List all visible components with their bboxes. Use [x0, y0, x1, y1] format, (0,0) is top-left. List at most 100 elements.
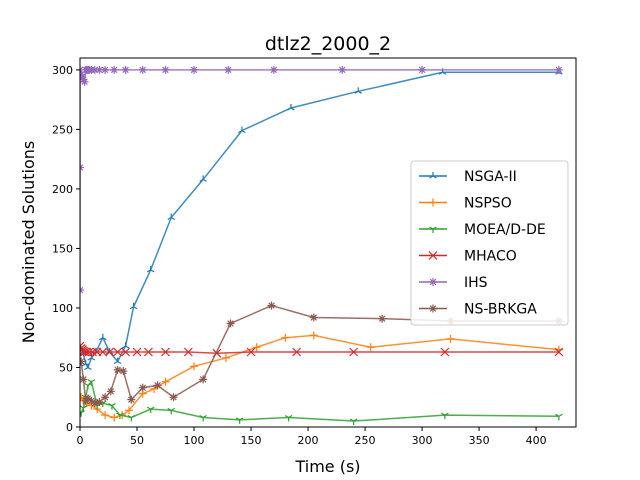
data-point	[555, 413, 563, 421]
data-point	[101, 411, 110, 420]
x-tick-label: 400	[526, 434, 547, 447]
legend-item: MOEA/D-DE	[419, 222, 546, 238]
data-point	[80, 163, 84, 172]
data-point	[119, 367, 128, 376]
data-point	[105, 347, 115, 357]
data-point	[169, 393, 178, 402]
series-ihs	[80, 65, 563, 295]
data-point	[199, 175, 207, 182]
data-point	[153, 381, 162, 390]
data-point	[429, 226, 437, 233]
x-tick-label: 100	[184, 434, 205, 447]
x-tick-label: 300	[412, 434, 433, 447]
x-tick-label: 0	[77, 434, 84, 447]
data-point	[190, 362, 199, 371]
data-point	[252, 343, 261, 352]
data-point	[98, 347, 108, 357]
data-point	[84, 347, 94, 357]
data-point	[284, 414, 293, 422]
data-point	[87, 379, 96, 386]
legend-item: MHACO	[419, 249, 517, 265]
data-point	[80, 77, 89, 86]
legend: NSGA-II NSPSO MOEA/D-DE MHACO IHS NS-BRKGA	[410, 160, 569, 326]
data-point	[349, 418, 358, 426]
data-point	[125, 406, 134, 415]
data-point	[429, 172, 437, 179]
data-point	[190, 65, 199, 74]
data-point	[99, 333, 107, 341]
legend-item: NSGA-II	[419, 169, 517, 185]
data-point	[199, 414, 207, 422]
data-point	[129, 302, 138, 310]
data-point	[226, 319, 235, 328]
data-point	[161, 377, 170, 386]
chart-title: dtlz2_2000_2	[265, 33, 391, 55]
data-point	[554, 65, 563, 74]
data-point	[418, 65, 427, 74]
data-point	[309, 331, 318, 340]
data-point	[428, 251, 438, 260]
data-point	[349, 347, 359, 357]
y-tick-label: 0	[66, 421, 73, 434]
data-point	[138, 65, 147, 74]
data-point	[167, 407, 175, 415]
y-tick-label: 50	[59, 361, 73, 374]
series-mhaco	[80, 341, 564, 358]
data-point	[235, 417, 244, 424]
data-point	[287, 103, 295, 111]
data-point	[110, 65, 119, 74]
y-tick-label: 250	[52, 123, 73, 136]
x-tick-label: 250	[355, 434, 376, 447]
legend-item: NSPSO	[419, 196, 512, 212]
data-point	[132, 347, 142, 357]
data-point	[113, 347, 123, 357]
data-point	[378, 314, 387, 323]
legend-item: IHS	[419, 275, 488, 291]
data-point	[84, 363, 92, 371]
legend-item: NS-BRKGA	[419, 302, 537, 318]
data-point	[224, 65, 233, 74]
data-point	[221, 353, 230, 362]
data-point	[80, 375, 88, 384]
legend-label: MOEA/D-DE	[464, 222, 546, 238]
data-point	[167, 213, 175, 221]
data-point	[113, 365, 122, 374]
data-point	[429, 304, 437, 313]
data-point	[269, 65, 278, 74]
x-axis-title: Time (s)	[294, 457, 360, 476]
legend-label: IHS	[464, 275, 488, 291]
data-point	[108, 403, 116, 410]
legend-label: NSGA-II	[464, 169, 517, 185]
x-tick-label: 50	[130, 434, 144, 447]
legend-label: NS-BRKGA	[464, 302, 537, 318]
data-point	[121, 342, 130, 349]
y-tick-label: 150	[52, 242, 73, 255]
data-point	[80, 286, 84, 295]
data-point	[354, 87, 362, 94]
data-point	[366, 343, 375, 352]
legend-label: NSPSO	[464, 196, 512, 212]
data-point	[146, 406, 155, 414]
x-tick-label: 150	[241, 434, 262, 447]
data-point	[110, 413, 119, 422]
data-point	[161, 347, 170, 357]
data-point	[138, 383, 147, 392]
y-tick-label: 300	[52, 64, 73, 77]
data-point	[429, 278, 437, 286]
data-point	[127, 395, 136, 404]
data-point	[127, 414, 136, 422]
x-tick-label: 200	[298, 434, 319, 447]
data-point	[238, 126, 246, 134]
data-point	[292, 347, 302, 357]
data-point	[281, 333, 290, 342]
data-point	[246, 347, 256, 357]
legend-label: MHACO	[464, 249, 517, 265]
data-point	[441, 412, 449, 420]
data-point	[106, 387, 115, 396]
data-point	[199, 375, 208, 384]
data-point	[338, 65, 347, 74]
data-point	[161, 65, 170, 74]
data-point	[121, 65, 130, 74]
data-point	[309, 313, 318, 322]
